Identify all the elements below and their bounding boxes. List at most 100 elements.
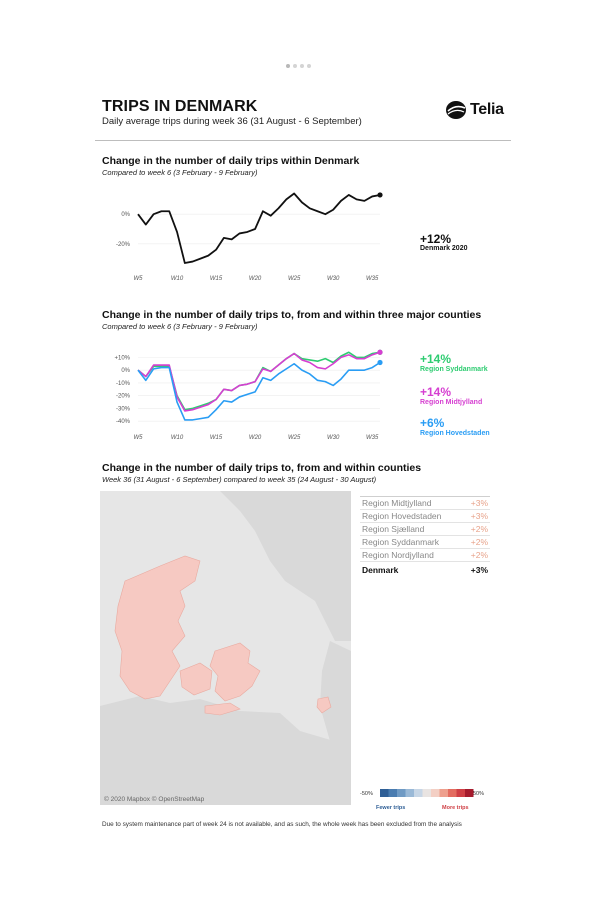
y-tick-label: 0% bbox=[121, 368, 130, 374]
midtjylland-change-value: +14% bbox=[420, 385, 452, 399]
logo-text: Telia bbox=[470, 101, 504, 118]
header-divider bbox=[95, 140, 511, 141]
x-tick-label: W20 bbox=[249, 276, 262, 282]
y-tick-label: -40% bbox=[116, 419, 131, 425]
scale-swatch bbox=[439, 789, 448, 797]
x-tick-label: W35 bbox=[366, 435, 379, 441]
section2-subtitle: Compared to week 6 (3 February - 9 Febru… bbox=[102, 322, 258, 331]
table-region-name: Region Hovedstaden bbox=[362, 511, 442, 521]
footnote: Due to system maintenance part of week 2… bbox=[102, 821, 462, 828]
denmark-change-value: +12% bbox=[420, 232, 452, 246]
carousel-dot[interactable] bbox=[286, 64, 290, 68]
series-end-point[interactable] bbox=[377, 192, 383, 198]
y-tick-label: +10% bbox=[114, 355, 130, 361]
region-lolland[interactable] bbox=[204, 702, 241, 716]
syddanmark-label: Region Syddanmark bbox=[420, 366, 488, 373]
denmark-change-label: Denmark 2020 bbox=[420, 245, 468, 252]
x-tick-label: W10 bbox=[171, 435, 184, 441]
table-region-name: Region Midtjylland bbox=[362, 498, 432, 508]
scandinavia-land bbox=[220, 491, 351, 641]
carousel-dot[interactable] bbox=[307, 64, 311, 68]
x-tick-label: W5 bbox=[134, 435, 144, 441]
x-tick-label: W20 bbox=[249, 435, 262, 441]
midtjylland-label: Region Midtjylland bbox=[420, 399, 483, 406]
scale-swatch bbox=[405, 789, 414, 797]
x-tick-label: W30 bbox=[327, 276, 340, 282]
x-tick-label: W35 bbox=[366, 276, 379, 282]
x-tick-label: W30 bbox=[327, 435, 340, 441]
hovedstaden-label: Region Hovedstaden bbox=[420, 430, 490, 437]
table-row: Region Nordjylland +2% bbox=[360, 549, 490, 562]
x-tick-label: W5 bbox=[134, 276, 144, 282]
telia-pebble-icon bbox=[446, 101, 466, 119]
carousel-dot[interactable] bbox=[293, 64, 297, 68]
table-row: Region Hovedstaden +3% bbox=[360, 510, 490, 523]
table-region-value: +3% bbox=[470, 498, 488, 508]
region-bornholm[interactable] bbox=[316, 696, 332, 714]
table-total-value: +3% bbox=[470, 565, 488, 575]
hovedstaden-change-value: +6% bbox=[420, 416, 445, 430]
y-tick-label: -20% bbox=[116, 394, 131, 400]
series-line[interactable] bbox=[137, 351, 381, 412]
table-region-value: +2% bbox=[470, 550, 488, 560]
sweden-south-land bbox=[320, 641, 351, 751]
series-line[interactable] bbox=[137, 361, 381, 421]
section3-subtitle: Week 36 (31 August - 6 September) compar… bbox=[102, 475, 377, 484]
germany-land bbox=[100, 696, 351, 805]
chart-denmark-trips: 0% -20% W5 W10 W15 W20 W25 W30 W35 bbox=[116, 192, 383, 282]
y-tick-label: -30% bbox=[116, 406, 131, 412]
table-region-value: +2% bbox=[470, 524, 488, 534]
y-tick-label: -10% bbox=[116, 381, 131, 387]
table-region-name: Region Syddanmark bbox=[362, 537, 440, 547]
table-region-name: Region Sjælland bbox=[362, 524, 425, 534]
scale-swatch bbox=[422, 789, 431, 797]
carousel-dots[interactable] bbox=[286, 64, 311, 68]
x-tick-label: W10 bbox=[171, 276, 184, 282]
x-tick-label: W25 bbox=[288, 435, 301, 441]
table-row: Region Midtjylland +3% bbox=[360, 496, 490, 510]
x-tick-label: W15 bbox=[210, 435, 223, 441]
carousel-dot[interactable] bbox=[300, 64, 304, 68]
scale-swatch bbox=[397, 789, 406, 797]
telia-logo: Telia bbox=[445, 100, 504, 120]
scale-swatch bbox=[456, 789, 465, 797]
table-total-name: Denmark bbox=[362, 565, 399, 575]
table-row: Region Sjælland +2% bbox=[360, 523, 490, 536]
region-zealand[interactable] bbox=[209, 642, 261, 702]
section1-title: Change in the number of daily trips with… bbox=[102, 155, 360, 167]
section3-title: Change in the number of daily trips to, … bbox=[102, 462, 422, 474]
region-jutland[interactable] bbox=[114, 555, 201, 700]
color-scale-legend: -50% 50% Fewer trips More trips bbox=[360, 789, 484, 811]
scale-more-label: More trips bbox=[442, 805, 469, 811]
x-tick-label: W15 bbox=[210, 276, 223, 282]
table-region-value: +3% bbox=[470, 511, 488, 521]
scale-max-label: 50% bbox=[473, 791, 484, 797]
region-funen[interactable] bbox=[179, 662, 213, 696]
scale-swatch bbox=[414, 789, 423, 797]
scale-min-label: -50% bbox=[360, 791, 373, 797]
series-line[interactable] bbox=[137, 351, 381, 411]
table-region-name: Region Nordjylland bbox=[362, 550, 434, 560]
x-tick-label: W25 bbox=[288, 276, 301, 282]
series-end-point[interactable] bbox=[377, 349, 383, 355]
page-title: TRIPS IN DENMARK bbox=[102, 98, 258, 115]
y-tick-label: 0% bbox=[121, 212, 130, 218]
table-region-value: +2% bbox=[470, 537, 488, 547]
section2-title: Change in the number of daily trips to, … bbox=[102, 309, 482, 321]
section1-subtitle: Compared to week 6 (3 February - 9 Febru… bbox=[102, 168, 258, 177]
table-total-row: Denmark +3% bbox=[360, 564, 490, 576]
chart-three-counties: +10% 0% -10% -20% -30% -40% W5 W10 W15 W20 W25 W30 W… bbox=[114, 349, 383, 441]
map-credit[interactable]: © 2020 Mapbox © OpenStreetMap bbox=[104, 796, 205, 803]
syddanmark-change-value: +14% bbox=[420, 352, 452, 366]
series-end-point[interactable] bbox=[377, 359, 383, 366]
page-subtitle: Daily average trips during week 36 (31 A… bbox=[102, 116, 362, 127]
scale-swatch bbox=[388, 789, 397, 797]
denmark-map[interactable] bbox=[100, 491, 351, 805]
series-line[interactable] bbox=[137, 192, 381, 264]
scale-swatch bbox=[380, 789, 389, 797]
scale-swatch bbox=[448, 789, 457, 797]
map-shapes bbox=[100, 491, 351, 805]
scale-swatch bbox=[465, 789, 474, 797]
scale-swatches bbox=[380, 789, 474, 797]
scale-fewer-label: Fewer trips bbox=[376, 805, 405, 811]
